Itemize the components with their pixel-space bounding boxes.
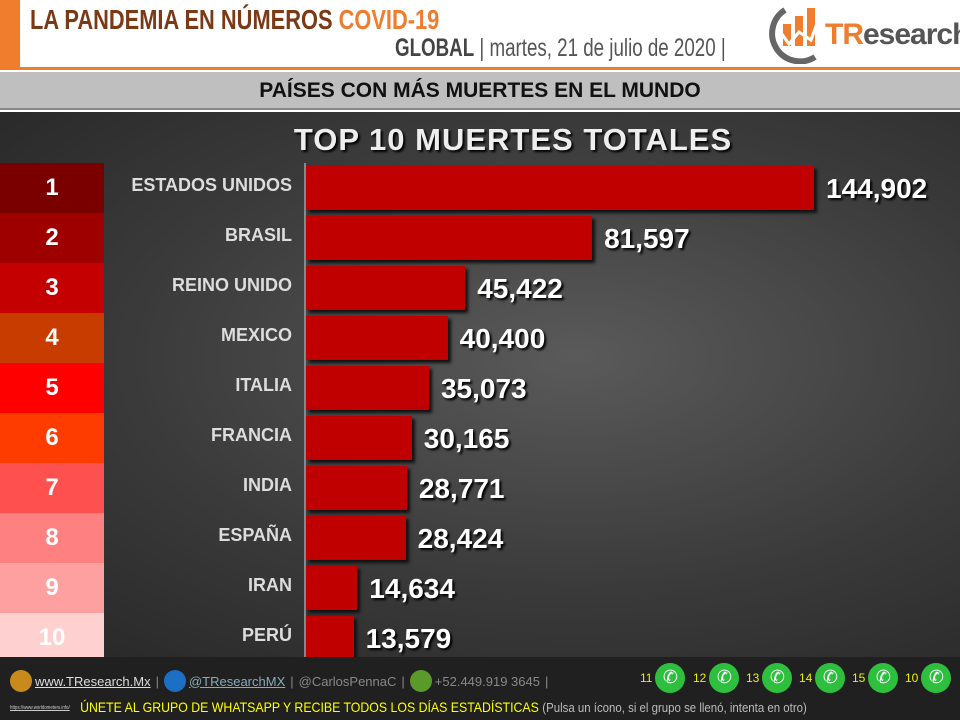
bar-chart: TOP 10 MUERTES TOTALES 1 ESTADOS UNIDOS 14… [0, 112, 960, 663]
value-label: 40,400 [459, 323, 546, 354]
country-label: ESTADOS UNIDOS [131, 175, 292, 195]
tresearch-logo: TResearch [765, 2, 960, 65]
value-label: 28,771 [418, 473, 505, 504]
section-subtitle: PAÍSES CON MÁS MUERTES EN EL MUNDO [0, 72, 960, 110]
chart-title: TOP 10 MUERTES TOTALES [293, 122, 733, 157]
group-number: 14 [799, 671, 813, 685]
logo-icon [769, 7, 823, 65]
country-label: PERÚ [241, 625, 292, 645]
rank-cell: 7 [0, 463, 104, 513]
group-number: 10 [905, 671, 919, 685]
rank-cell: 8 [0, 513, 104, 563]
group-number: 13 [746, 671, 760, 685]
value-label: 81,597 [604, 223, 690, 254]
scope: GLOBAL [395, 34, 475, 62]
whatsapp-group-button[interactable]: 15 ✆ [852, 663, 899, 693]
rank-cell: 5 [0, 363, 104, 413]
cta-text: ÚNETE AL GRUPO DE WHATSAPP Y RECIBE TODO… [80, 699, 539, 715]
rank-cell: 10 [0, 613, 104, 663]
value-label: 45,422 [477, 273, 563, 304]
rank-cell: 9 [0, 563, 104, 613]
logo-text: TResearch [825, 18, 960, 51]
bar [306, 616, 354, 660]
group-number: 11 [640, 671, 653, 685]
header: LA PANDEMIA EN NÚMEROS COVID-19 GLOBAL |… [0, 0, 960, 70]
rank-cell: 1 [0, 163, 104, 213]
whatsapp-icon: ✆ [921, 663, 952, 693]
group-number: 12 [693, 671, 707, 685]
title-accent: COVID-19 [338, 4, 440, 35]
bar [306, 166, 814, 210]
footer: www.TResearch.Mx | @TResearchMX | @CarlosP… [0, 657, 960, 720]
country-label: BRASIL [225, 225, 292, 245]
whatsapp-icon: ✆ [655, 663, 686, 693]
country-label: ESPAÑA [218, 525, 292, 545]
whatsapp-group-button[interactable]: 13 ✆ [746, 663, 793, 693]
value-label: 144,902 [826, 173, 928, 204]
source-link[interactable]: https://www.worldometers.info/ [10, 705, 70, 712]
whatsapp-group-button[interactable]: 12 ✆ [693, 663, 740, 693]
twitter-link[interactable]: @TResearchMX [188, 673, 286, 689]
page-title: LA PANDEMIA EN NÚMEROS COVID-19 [30, 4, 439, 36]
country-label: MEXICO [220, 325, 292, 345]
y-axis-line [304, 163, 306, 660]
group-number: 15 [852, 671, 866, 685]
bar [306, 516, 406, 560]
value-label: 14,634 [369, 573, 455, 604]
rank-cell: 6 [0, 413, 104, 463]
website-link[interactable]: www.TResearch.Mx [35, 673, 151, 689]
whatsapp-group-button[interactable]: 11 ✆ [640, 663, 686, 693]
value-label: 35,073 [440, 373, 527, 404]
bar [306, 316, 448, 360]
whatsapp-group-button[interactable]: 10 ✆ [905, 663, 952, 693]
bar [306, 566, 358, 610]
bar [306, 416, 412, 460]
globe-icon [10, 670, 32, 692]
title-text: LA PANDEMIA EN NÚMEROS [30, 4, 333, 35]
whatsapp-icon: ✆ [709, 663, 740, 693]
phone-icon [409, 670, 432, 692]
twitter2-link[interactable]: @CarlosPennaC [298, 673, 397, 689]
country-label: IRAN [248, 575, 292, 595]
whatsapp-group-button[interactable]: 14 ✆ [799, 663, 846, 693]
accent-bar [0, 0, 20, 68]
bar [306, 266, 466, 310]
bar [306, 216, 593, 260]
country-label: INDIA [243, 475, 292, 495]
header-divider [0, 67, 960, 70]
rank-cell: 3 [0, 263, 104, 313]
country-label: FRANCIA [211, 425, 292, 445]
whatsapp-icon: ✆ [815, 663, 846, 693]
country-label: ITALIA [235, 375, 292, 395]
phone-number: +52.449.919 3645 [434, 673, 540, 689]
value-label: 28,424 [417, 523, 504, 554]
scope-date: GLOBAL | martes, 21 de julio de 2020 | [395, 34, 726, 62]
whatsapp-icon: ✆ [868, 663, 899, 693]
country-label: REINO UNIDO [171, 275, 292, 295]
cta-note: (Pulsa un ícono, si el grupo se llenó, i… [542, 700, 807, 715]
twitter-icon [163, 670, 186, 692]
date: martes, 21 de julio de 2020 [489, 34, 716, 62]
value-label: 13,579 [365, 623, 452, 654]
bar [306, 466, 407, 510]
value-label: 30,165 [423, 423, 510, 454]
rank-cell: 2 [0, 213, 104, 263]
whatsapp-icon: ✆ [762, 663, 793, 693]
rank-cell: 4 [0, 313, 104, 363]
bar [306, 366, 429, 410]
